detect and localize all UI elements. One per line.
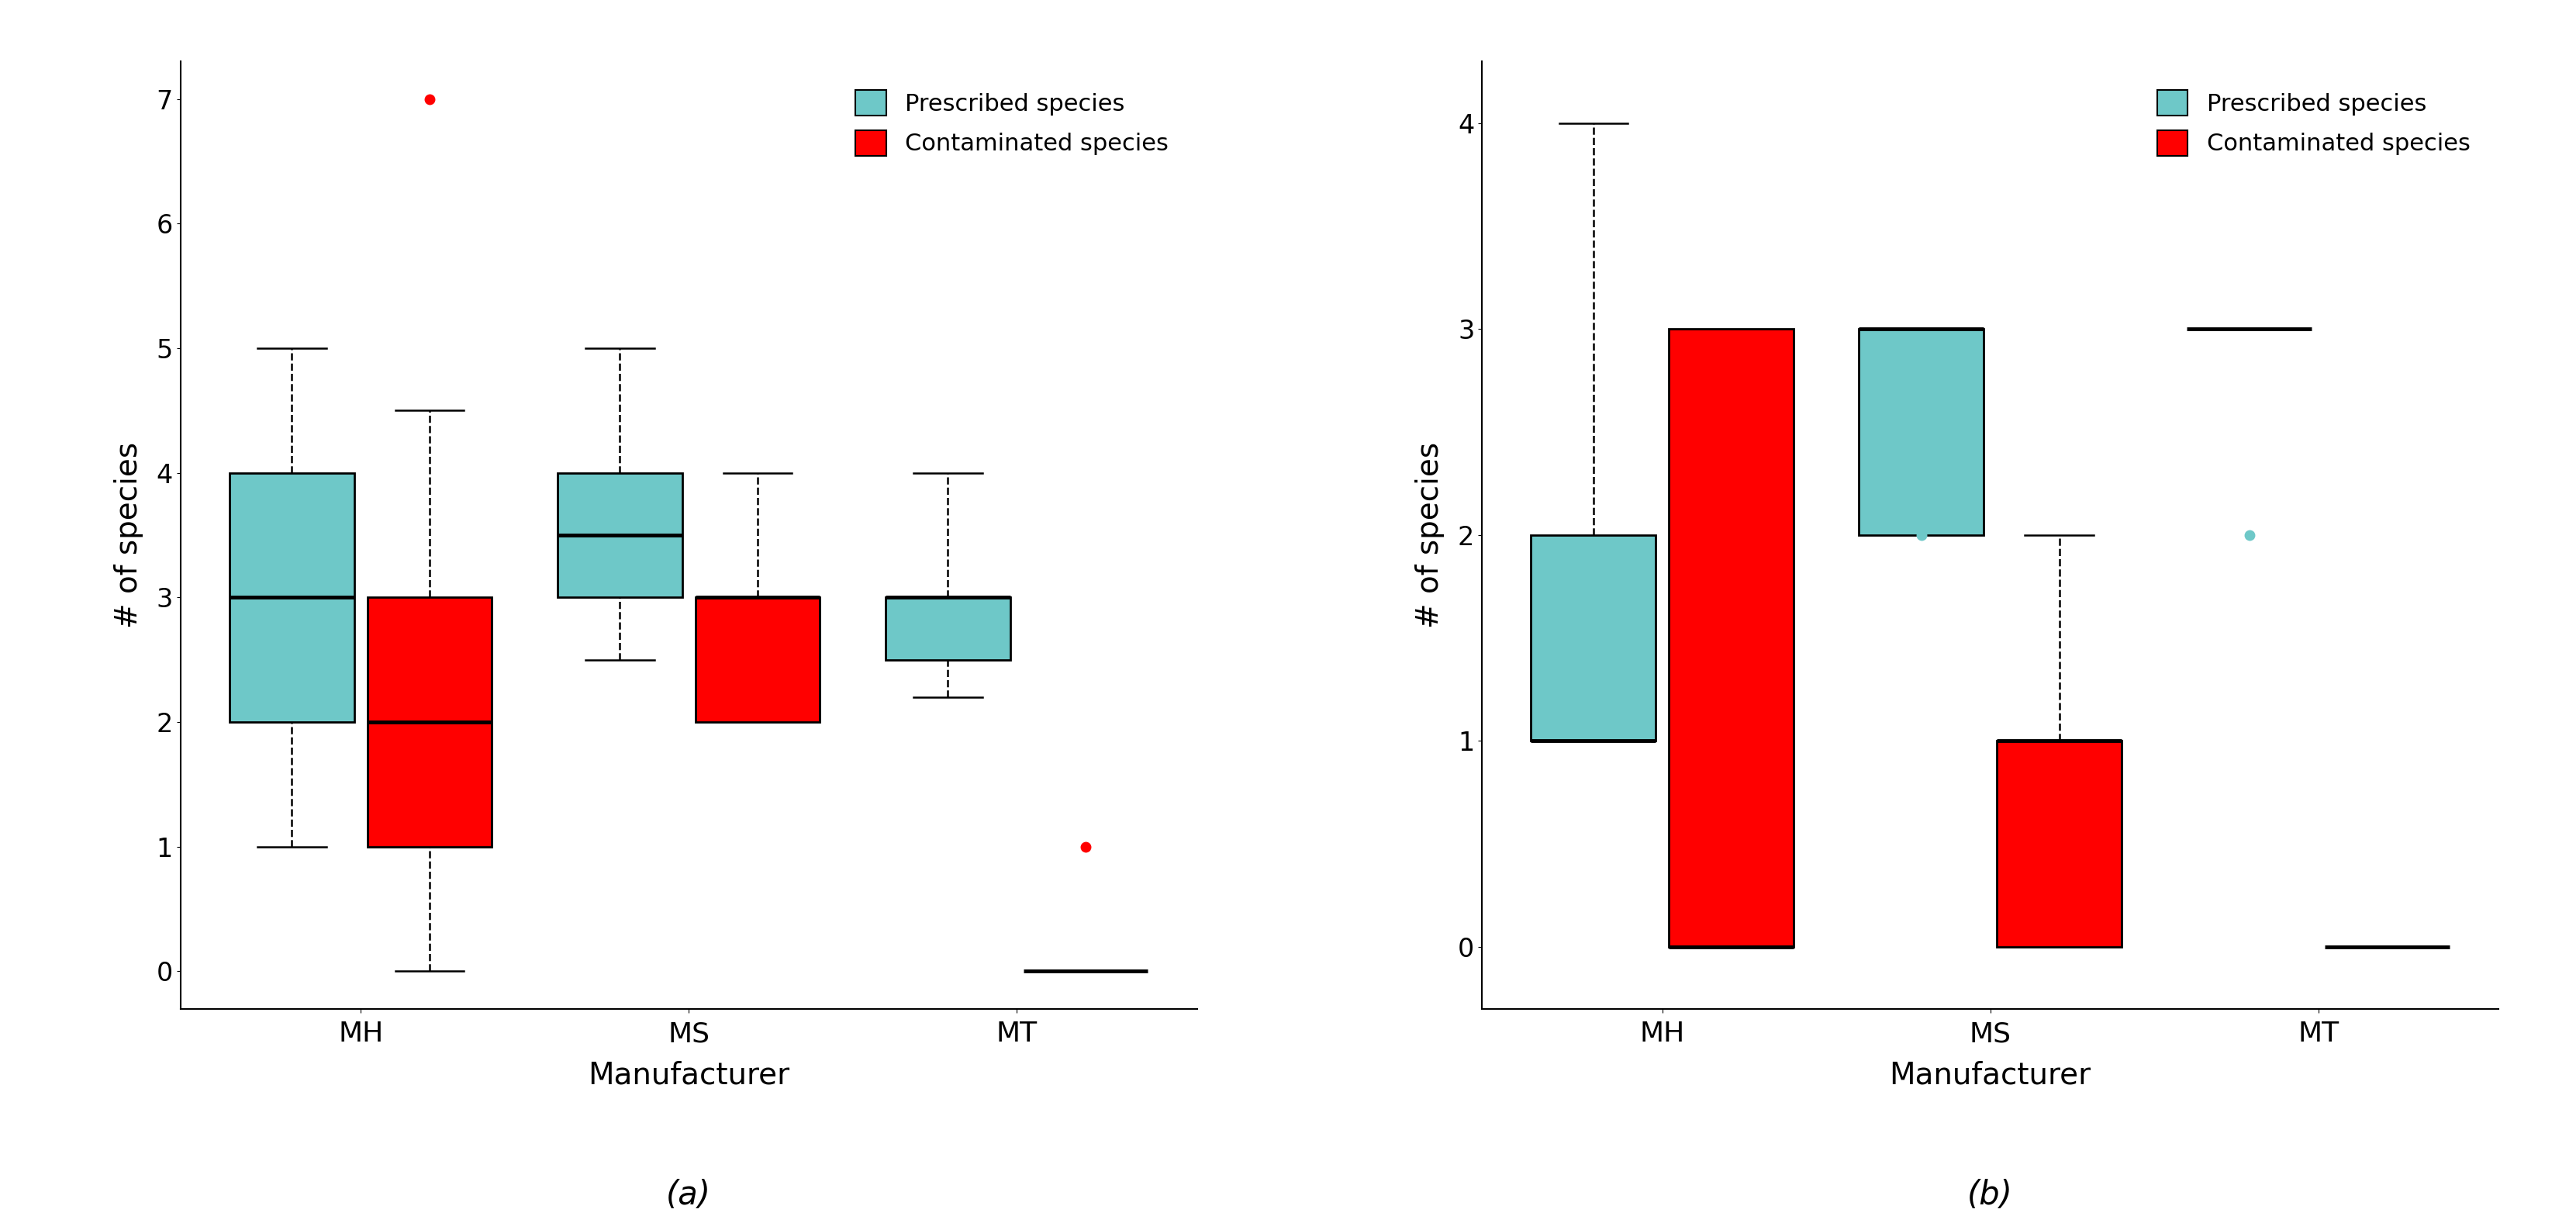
Bar — [696, 598, 819, 722]
Bar — [1860, 330, 1984, 535]
Y-axis label: # of species: # of species — [113, 442, 144, 629]
Bar — [886, 598, 1010, 659]
Bar — [556, 472, 683, 598]
X-axis label: Manufacturer: Manufacturer — [1888, 1060, 2092, 1090]
Bar — [1996, 740, 2123, 947]
Bar — [368, 598, 492, 846]
Bar — [1530, 535, 1656, 740]
Bar — [1669, 330, 1793, 947]
Text: (a): (a) — [667, 1180, 711, 1212]
Bar — [229, 472, 353, 722]
Y-axis label: # of species: # of species — [1414, 442, 1445, 629]
X-axis label: Manufacturer: Manufacturer — [587, 1060, 791, 1090]
Text: (b): (b) — [1968, 1180, 2012, 1212]
Legend: Prescribed species, Contaminated species: Prescribed species, Contaminated species — [2148, 80, 2481, 165]
Legend: Prescribed species, Contaminated species: Prescribed species, Contaminated species — [845, 80, 1177, 165]
